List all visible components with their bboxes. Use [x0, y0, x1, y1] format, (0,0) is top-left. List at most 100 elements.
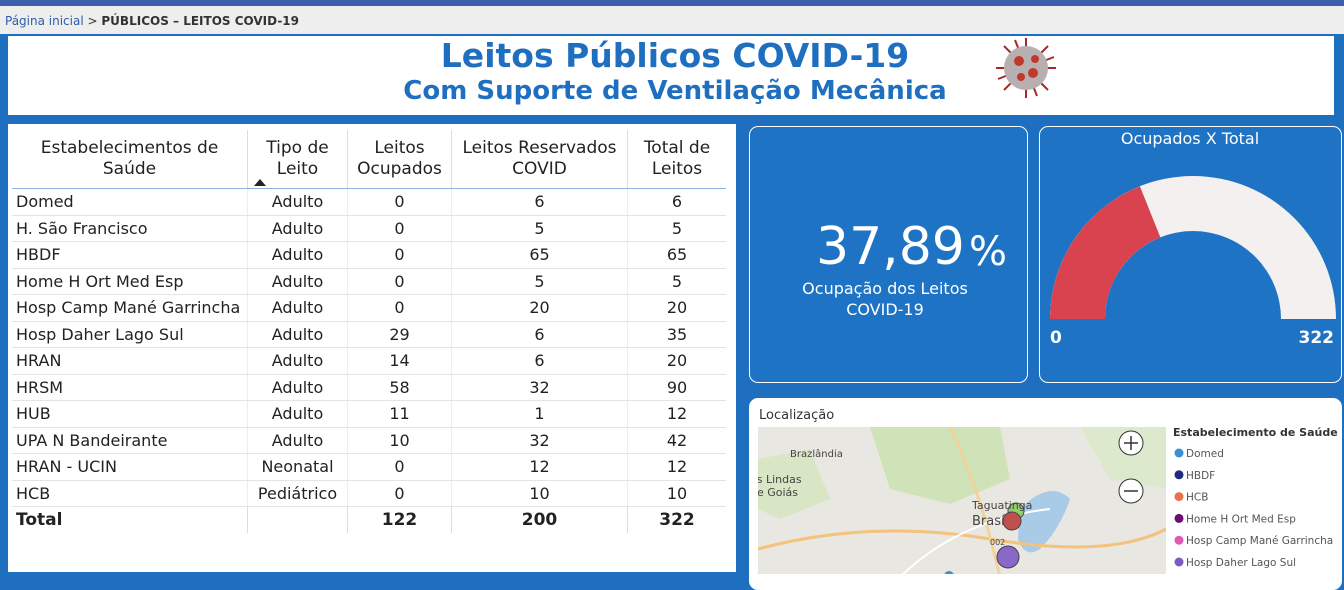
- table-cell: HRAN: [12, 347, 248, 375]
- table-cell: 0: [347, 215, 452, 242]
- breadcrumb-current: PÚBLICOS – LEITOS COVID-19: [101, 14, 300, 28]
- breadcrumb-home[interactable]: Página inicial: [5, 14, 84, 28]
- table-cell: Pediátrico: [247, 480, 348, 507]
- table-cell: UPA N Bandeirante: [12, 427, 248, 454]
- table: Estabelecimentos de Saúde Tipo de Leito Le…: [12, 130, 726, 533]
- top-bar: [0, 0, 1344, 6]
- legend-marker: [1174, 492, 1184, 502]
- table-row: H. São Francisco Adulto 0 5 5: [12, 215, 726, 242]
- table-cell: HBDF: [12, 241, 248, 269]
- table-cell: 29: [347, 321, 452, 348]
- table-cell: Home H Ort Med Esp: [12, 268, 248, 295]
- kpi-label: Ocupação dos Leitos COVID-19: [802, 279, 968, 319]
- table-cell: Hosp Daher Lago Sul: [12, 321, 248, 348]
- total-cell: 200: [451, 506, 628, 533]
- legend-marker: [1174, 470, 1184, 480]
- table-cell: 12: [627, 400, 726, 428]
- column-header: Leitos Reservados COVID: [451, 130, 628, 189]
- table-panel: Estabelecimentos de Saúde Tipo de Leito Le…: [8, 124, 736, 572]
- table-cell: 10: [347, 427, 452, 454]
- table-row: UPA N Bandeirante Adulto 10 32 42: [12, 427, 726, 454]
- breadcrumb-separator: >: [87, 14, 98, 28]
- legend-marker: [1174, 448, 1184, 458]
- sort-indicator[interactable]: [254, 179, 266, 186]
- place-label: Brazlândia: [790, 448, 843, 460]
- total-row: Total 122 200 322: [12, 506, 726, 533]
- legend-label[interactable]: HCB: [1186, 492, 1208, 504]
- table-cell: 5: [627, 268, 726, 295]
- virus-icon: [996, 38, 1056, 98]
- place-label: Brasí: [972, 514, 1005, 529]
- table-body: Domed Adulto 0 6 6 H. São Francisco Adulto 0 5 5 H…: [12, 188, 726, 533]
- table-cell: 20: [451, 294, 628, 322]
- table-cell: HUB: [12, 400, 248, 428]
- table-row: HRSM Adulto 58 32 90: [12, 374, 726, 401]
- table-cell: 0: [347, 480, 452, 507]
- table-cell: 65: [451, 241, 628, 269]
- table-cell: 6: [627, 188, 726, 216]
- header: Leitos Públicos COVID-19 Com Suporte de …: [8, 36, 1334, 115]
- table-cell: 0: [347, 294, 452, 322]
- table-cell: H. São Francisco: [12, 215, 248, 242]
- title: Leitos Públicos COVID-19: [440, 36, 910, 75]
- column-header: Estabelecimentos de Saúde: [12, 130, 248, 189]
- table-row: HUB Adulto 11 1 12: [12, 400, 726, 428]
- table-cell: 12: [451, 453, 628, 481]
- breadcrumb: Página inicial > PÚBLICOS – LEITOS COVID…: [0, 6, 1344, 34]
- table-cell: 35: [627, 321, 726, 348]
- table-row: Home H Ort Med Esp Adulto 0 5 5: [12, 268, 726, 295]
- table-cell: Adulto: [247, 294, 348, 322]
- table-cell: Adulto: [247, 188, 348, 216]
- table-cell: 0: [347, 241, 452, 269]
- table-cell: Domed: [12, 188, 248, 216]
- table-cell: Adulto: [247, 241, 348, 269]
- table-cell: 10: [451, 480, 628, 507]
- table-cell: 0: [347, 268, 452, 295]
- table-cell: 42: [627, 427, 726, 454]
- table-cell: Hosp Camp Mané Garrincha: [12, 294, 248, 322]
- table-cell: 32: [451, 374, 628, 401]
- legend-label[interactable]: Domed: [1186, 448, 1224, 460]
- table-cell: 58: [347, 374, 452, 401]
- map-card: Localização Brazlândia as Lindas de Goiás T…: [749, 398, 1342, 590]
- table-cell: 20: [627, 347, 726, 375]
- map: Localização Brazlândia as Lindas de Goiás T…: [750, 408, 1338, 574]
- gauge-max-label: 322: [1299, 328, 1335, 348]
- legend-label[interactable]: Home H Ort Med Esp: [1186, 513, 1296, 525]
- map-title: Localização: [759, 408, 834, 423]
- map-area[interactable]: Brazlândia as Lindas de Goiás Taguatinga Bra…: [750, 427, 1166, 574]
- table-cell: 65: [627, 241, 726, 269]
- table-cell: 10: [627, 480, 726, 507]
- table-cell: 5: [451, 215, 628, 242]
- table-cell: 11: [347, 400, 452, 428]
- gauge-fill: [1050, 186, 1161, 319]
- table-cell: Neonatal: [247, 453, 348, 481]
- legend-title: Estabelecimento de Saúde: [1173, 426, 1338, 439]
- table-cell: 0: [347, 188, 452, 216]
- header-row: Estabelecimentos de Saúde Tipo de Leito Le…: [12, 130, 726, 189]
- table-cell: 20: [627, 294, 726, 322]
- zoom-in-icon: [1124, 436, 1138, 450]
- table-cell: 0: [347, 453, 452, 481]
- column-header: Tipo de Leito: [247, 130, 348, 189]
- subtitle: Com Suporte de Ventilação Mecânica: [403, 76, 947, 106]
- table-cell: 14: [347, 347, 452, 375]
- table-row: Hosp Camp Mané Garrincha Adulto 0 20 20: [12, 294, 726, 322]
- table-cell: HRSM: [12, 374, 248, 401]
- table-row: HRAN - UCIN Neonatal 0 12 12: [12, 453, 726, 481]
- legend-label[interactable]: HBDF: [1186, 470, 1215, 482]
- legend-label[interactable]: Hosp Daher Lago Sul: [1186, 557, 1296, 569]
- table-row: HCB Pediátrico 0 10 10: [12, 480, 726, 507]
- table-cell: HRAN - UCIN: [12, 453, 248, 481]
- table-cell: Adulto: [247, 268, 348, 295]
- kpi-value: 37,89: [816, 217, 965, 277]
- table-cell: 12: [627, 453, 726, 481]
- table-cell: 6: [451, 321, 628, 348]
- table-cell: 5: [451, 268, 628, 295]
- kpi-unit: %: [969, 229, 1008, 275]
- table-row: Domed Adulto 0 6 6: [12, 188, 726, 216]
- gauge-title: Ocupados X Total: [1121, 129, 1259, 148]
- place-label: Taguatinga: [971, 499, 1032, 512]
- place-label: as Lindas de Goiás: [750, 473, 802, 499]
- legend-label[interactable]: Hosp Camp Mané Garrincha: [1186, 535, 1333, 547]
